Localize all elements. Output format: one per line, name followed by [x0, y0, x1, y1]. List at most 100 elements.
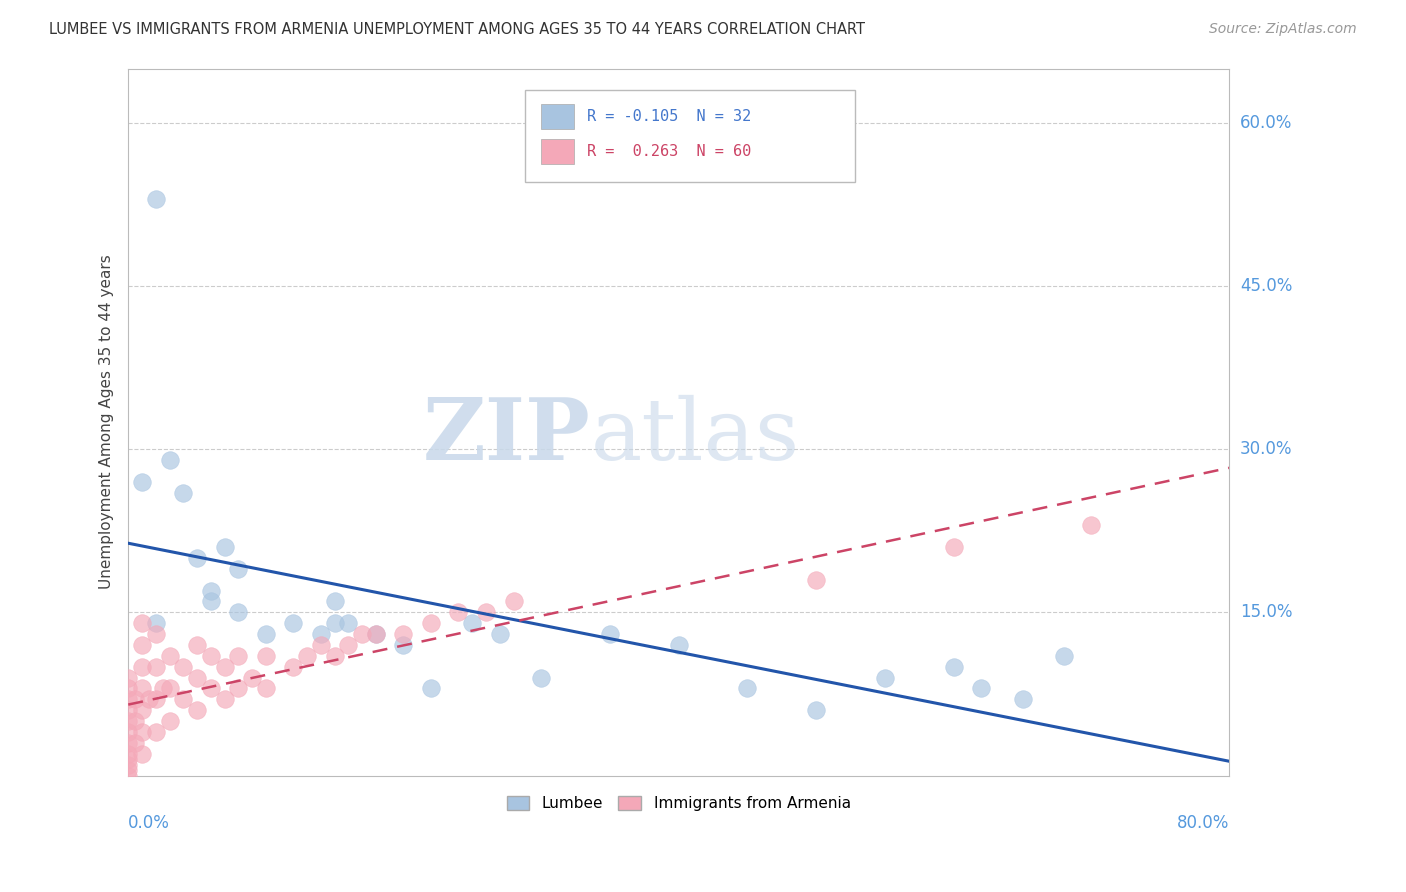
Point	[323, 594, 346, 608]
Text: 30.0%: 30.0%	[1240, 441, 1292, 458]
Point	[737, 681, 759, 696]
Point	[186, 551, 208, 566]
Point	[420, 616, 443, 631]
Point	[254, 648, 277, 663]
Point	[200, 681, 222, 696]
Point	[117, 736, 139, 750]
Point	[970, 681, 993, 696]
Text: ZIP: ZIP	[423, 394, 591, 478]
Point	[1080, 518, 1102, 533]
Point	[131, 681, 153, 696]
Text: R =  0.263  N = 60: R = 0.263 N = 60	[586, 145, 751, 160]
Point	[124, 692, 146, 706]
Point	[873, 671, 896, 685]
Point	[200, 648, 222, 663]
Point	[228, 562, 250, 576]
Point	[159, 648, 181, 663]
Point	[337, 638, 360, 652]
Point	[117, 763, 139, 777]
Point	[352, 627, 374, 641]
Point	[186, 638, 208, 652]
Point	[475, 606, 498, 620]
Point	[145, 627, 167, 641]
Point	[117, 725, 139, 739]
Point	[117, 714, 139, 728]
Point	[942, 540, 965, 554]
Point	[117, 692, 139, 706]
Point	[172, 485, 194, 500]
Point	[131, 703, 153, 717]
Point	[131, 638, 153, 652]
Point	[323, 648, 346, 663]
Point	[502, 594, 524, 608]
Point	[172, 659, 194, 673]
Text: R = -0.105  N = 32: R = -0.105 N = 32	[586, 109, 751, 124]
Point	[254, 627, 277, 641]
Point	[214, 692, 236, 706]
Point	[131, 616, 153, 631]
Point	[392, 627, 415, 641]
Point	[228, 648, 250, 663]
Point	[117, 752, 139, 766]
Point	[214, 540, 236, 554]
Point	[942, 659, 965, 673]
Legend: Lumbee, Immigrants from Armenia: Lumbee, Immigrants from Armenia	[501, 790, 856, 817]
Point	[323, 616, 346, 631]
Point	[1011, 692, 1033, 706]
Point	[131, 659, 153, 673]
Point	[145, 616, 167, 631]
Point	[124, 714, 146, 728]
Point	[145, 725, 167, 739]
Point	[131, 475, 153, 489]
Point	[488, 627, 510, 641]
Point	[283, 659, 305, 673]
Point	[461, 616, 484, 631]
Text: LUMBEE VS IMMIGRANTS FROM ARMENIA UNEMPLOYMENT AMONG AGES 35 TO 44 YEARS CORRELA: LUMBEE VS IMMIGRANTS FROM ARMENIA UNEMPL…	[49, 22, 865, 37]
Point	[117, 757, 139, 772]
Y-axis label: Unemployment Among Ages 35 to 44 years: Unemployment Among Ages 35 to 44 years	[100, 254, 114, 590]
Point	[392, 638, 415, 652]
Point	[364, 627, 387, 641]
Point	[200, 594, 222, 608]
Point	[668, 638, 690, 652]
Point	[530, 671, 553, 685]
Point	[145, 692, 167, 706]
FancyBboxPatch shape	[541, 139, 574, 164]
Point	[186, 671, 208, 685]
Point	[138, 692, 160, 706]
Point	[228, 606, 250, 620]
Text: 80.0%: 80.0%	[1177, 814, 1229, 832]
Point	[159, 714, 181, 728]
Point	[254, 681, 277, 696]
Point	[172, 692, 194, 706]
Point	[309, 627, 332, 641]
Text: Source: ZipAtlas.com: Source: ZipAtlas.com	[1209, 22, 1357, 37]
FancyBboxPatch shape	[541, 103, 574, 128]
Point	[240, 671, 263, 685]
Point	[228, 681, 250, 696]
Point	[295, 648, 318, 663]
Text: 15.0%: 15.0%	[1240, 603, 1292, 622]
Point	[599, 627, 621, 641]
Point	[364, 627, 387, 641]
Point	[200, 583, 222, 598]
Point	[420, 681, 443, 696]
Point	[214, 659, 236, 673]
Point	[806, 703, 828, 717]
Point	[337, 616, 360, 631]
Text: 0.0%: 0.0%	[128, 814, 170, 832]
Point	[145, 192, 167, 206]
Point	[309, 638, 332, 652]
Point	[186, 703, 208, 717]
Point	[145, 659, 167, 673]
Point	[117, 747, 139, 761]
Text: atlas: atlas	[591, 394, 800, 478]
Text: 45.0%: 45.0%	[1240, 277, 1292, 295]
Point	[447, 606, 470, 620]
Point	[117, 681, 139, 696]
Text: 60.0%: 60.0%	[1240, 114, 1292, 132]
Point	[1053, 648, 1076, 663]
Point	[124, 736, 146, 750]
Point	[152, 681, 174, 696]
Point	[806, 573, 828, 587]
